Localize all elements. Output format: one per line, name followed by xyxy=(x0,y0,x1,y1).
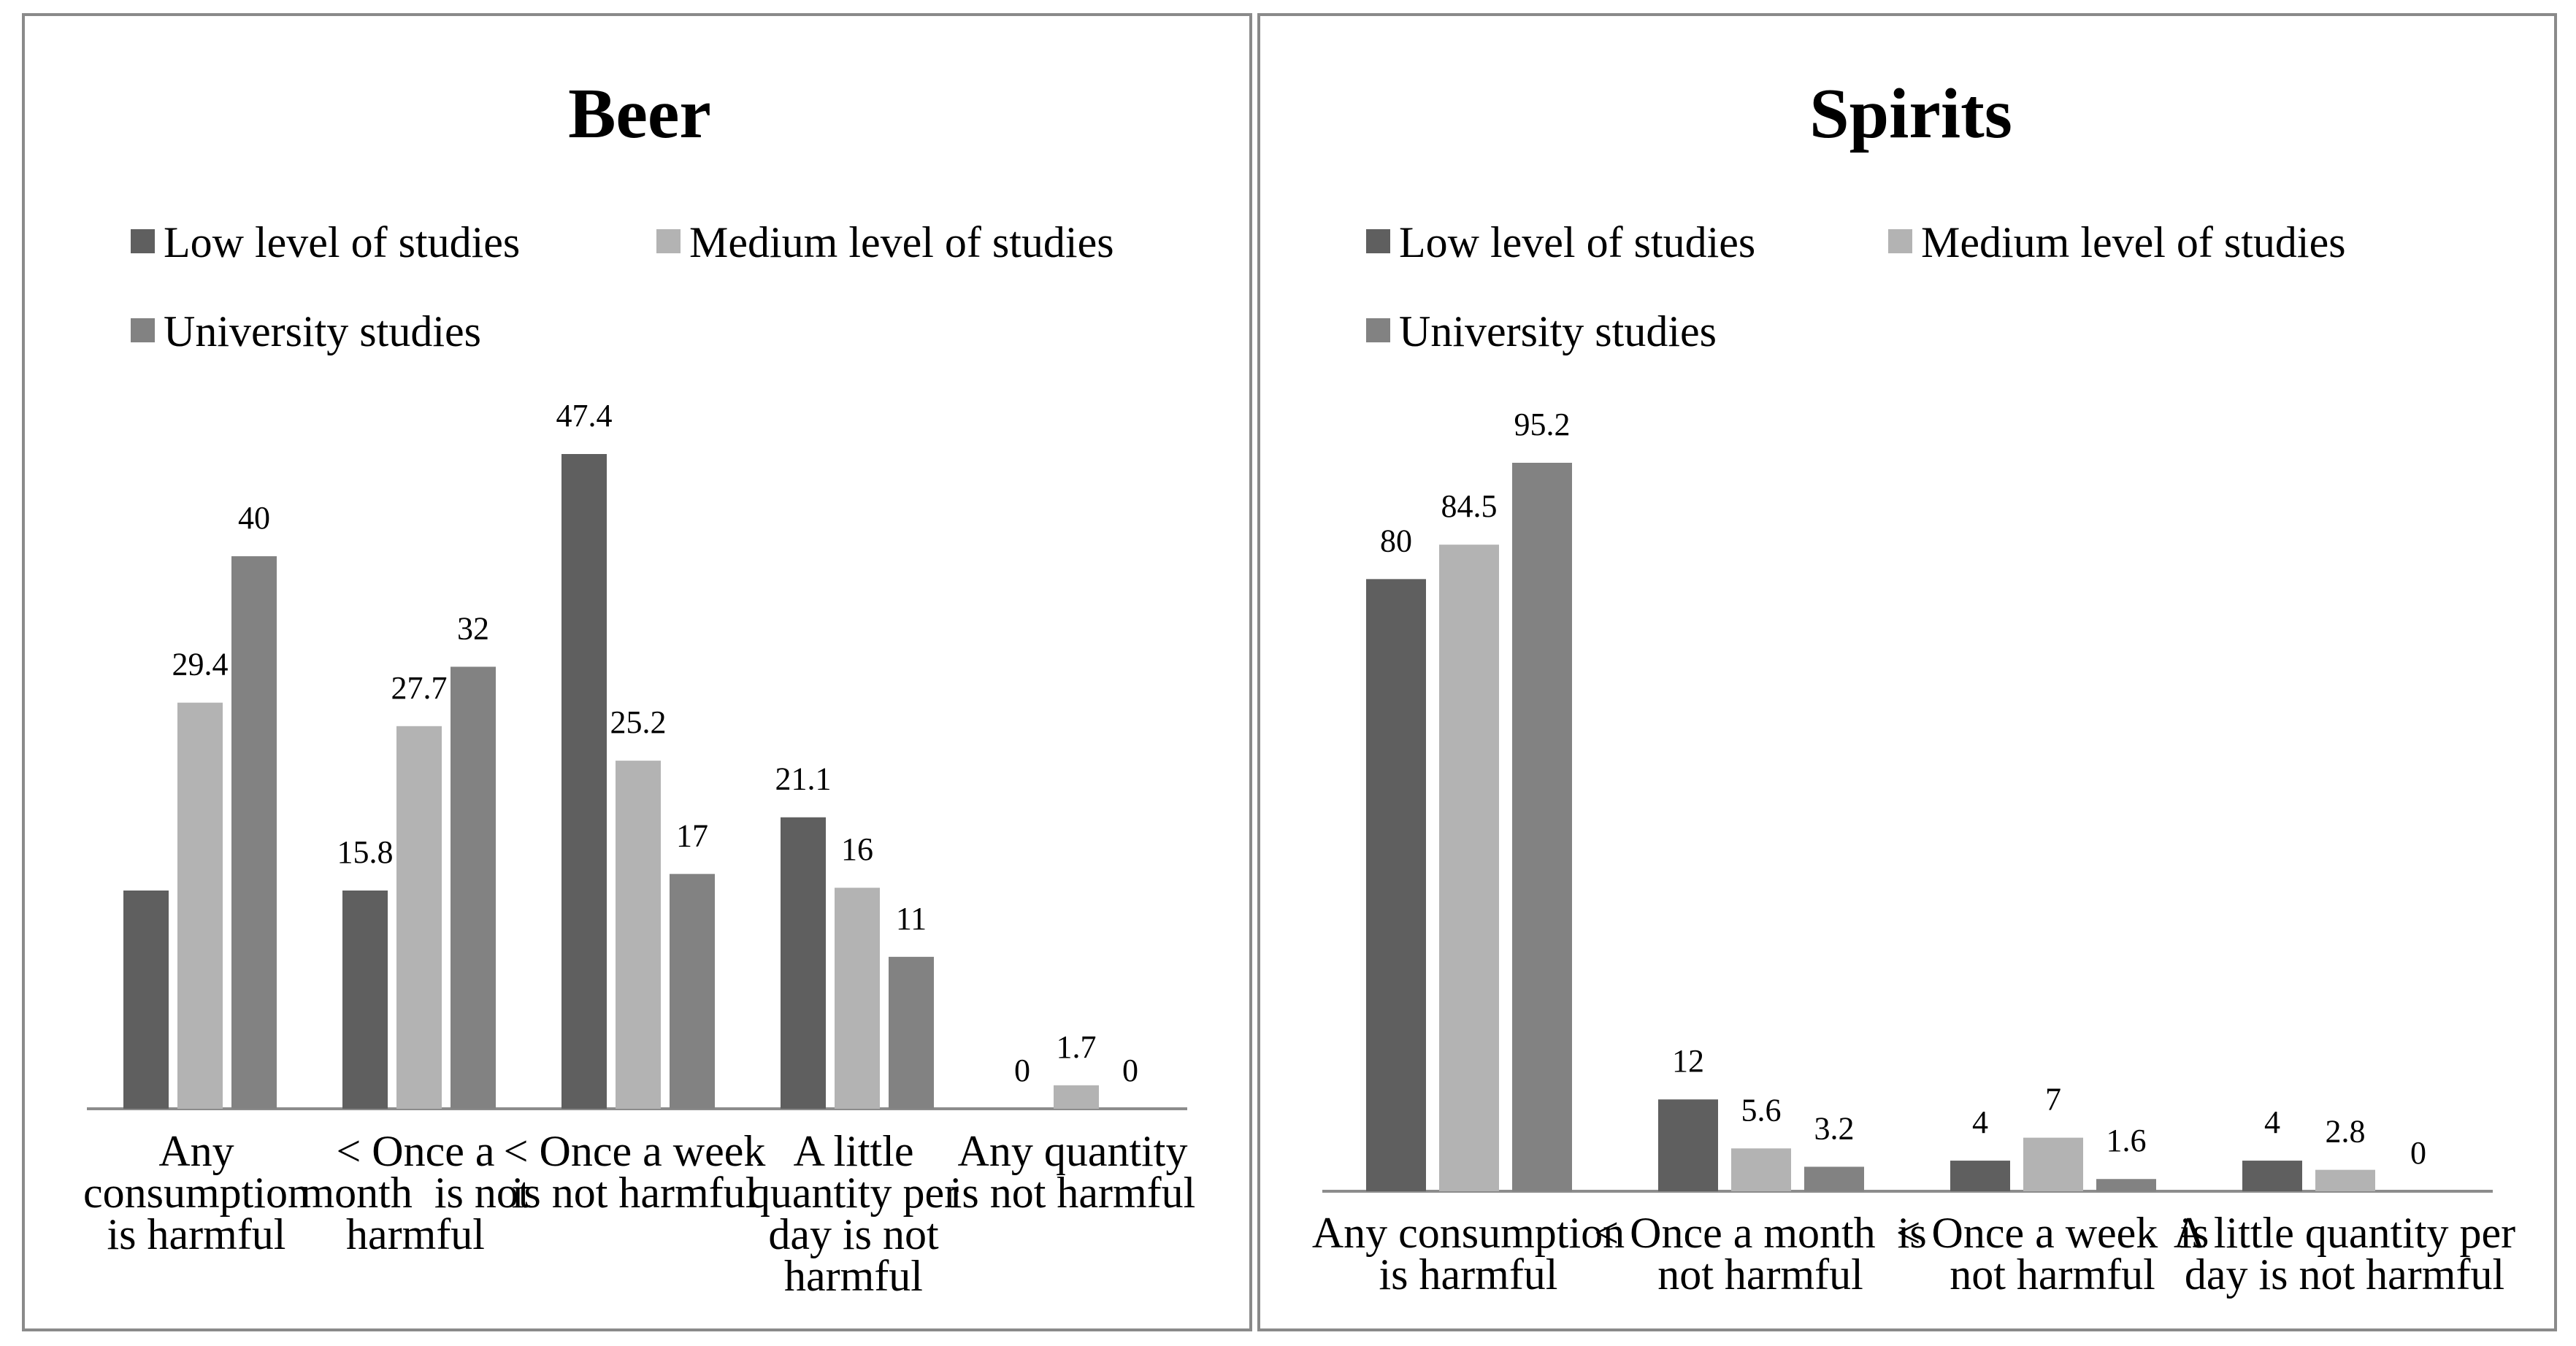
spirits-legend-swatch-2 xyxy=(1366,318,1390,342)
spirits-bar-3-1 xyxy=(2315,1169,2375,1191)
spirits-chart-panel: Spirits Low level of studies Medium level … xyxy=(1257,13,2557,1331)
beer-value-label-0-1: 29.4 xyxy=(172,647,229,682)
spirits-category-line-3-0: A little quantity per xyxy=(2174,1209,2515,1257)
beer-bar-0-1 xyxy=(177,702,223,1109)
beer-bar-3-1 xyxy=(835,888,880,1109)
spirits-category-label-2: < Once a week is not harmful xyxy=(1896,1209,2209,1299)
spirits-value-label-2-0: 4 xyxy=(1972,1104,1988,1140)
spirits-bar-0-1 xyxy=(1439,545,1499,1191)
beer-legend-label-0: Low level of studies xyxy=(164,218,520,266)
beer-bar-2-0 xyxy=(561,454,607,1109)
spirits-value-label-1-1: 5.6 xyxy=(1741,1092,1782,1128)
beer-category-line-0-0: Any xyxy=(158,1127,234,1175)
spirits-value-label-2-1: 7 xyxy=(2045,1082,2061,1118)
beer-category-line-0-2: is harmful xyxy=(107,1210,286,1258)
beer-chart-title: Beer xyxy=(568,74,711,153)
spirits-category-label-0: Any consumption is harmful xyxy=(1312,1209,1625,1299)
spirits-legend-label-2: University studies xyxy=(1399,307,1717,355)
spirits-bar-1-2 xyxy=(1804,1166,1864,1191)
spirits-value-label-0-2: 95.2 xyxy=(1514,407,1571,442)
beer-legend-swatch-1 xyxy=(656,229,681,253)
spirits-category-line-2-0: < Once a week is xyxy=(1896,1209,2209,1257)
beer-category-label-2: < Once a week is not harmful xyxy=(504,1127,766,1217)
spirits-bar-1-0 xyxy=(1658,1099,1718,1191)
beer-category-line-2-1: is not harmful xyxy=(512,1169,758,1217)
spirits-chart: Spirits Low level of studies Medium level … xyxy=(1312,74,2515,1299)
beer-category-line-3-2: day is not xyxy=(768,1210,939,1258)
spirits-category-line-2-1: not harmful xyxy=(1950,1250,2155,1299)
beer-value-label-1-0: 15.8 xyxy=(337,834,394,870)
beer-category-line-1-2: harmful xyxy=(346,1210,485,1258)
beer-value-label-4-2: 0 xyxy=(1122,1053,1138,1088)
spirits-value-label-1-0: 12 xyxy=(1672,1043,1704,1079)
spirits-bar-1-1 xyxy=(1731,1148,1791,1191)
spirits-chart-title: Spirits xyxy=(1809,74,2012,153)
spirits-bar-0-2 xyxy=(1512,463,1572,1191)
beer-chart-panel: Beer Low level of studies Medium level of … xyxy=(22,13,1252,1331)
beer-bar-2-2 xyxy=(670,874,715,1109)
beer-bar-1-0 xyxy=(342,891,388,1109)
spirits-value-label-3-0: 4 xyxy=(2264,1104,2280,1140)
spirits-value-label-0-1: 84.5 xyxy=(1441,488,1498,524)
beer-value-label-0-2: 40 xyxy=(238,500,270,536)
beer-bar-4-1 xyxy=(1054,1085,1099,1109)
beer-legend-swatch-0 xyxy=(131,229,155,253)
beer-bar-2-1 xyxy=(616,761,661,1109)
spirits-legend-swatch-1 xyxy=(1888,229,1912,253)
spirits-category-line-3-1: day is not harmful xyxy=(2185,1250,2504,1299)
beer-category-label-3: A little quantity per day is not harmful xyxy=(748,1127,959,1300)
beer-value-label-2-1: 25.2 xyxy=(610,704,667,740)
beer-legend-label-2: University studies xyxy=(164,307,481,355)
spirits-bar-2-2 xyxy=(2096,1179,2156,1191)
spirits-value-label-3-1: 2.8 xyxy=(2326,1114,2366,1150)
spirits-bar-2-1 xyxy=(2023,1137,2083,1191)
beer-bar-1-1 xyxy=(396,726,442,1109)
spirits-legend-label-0: Low level of studies xyxy=(1399,218,1755,266)
beer-value-label-3-2: 11 xyxy=(896,901,927,937)
spirits-legend-swatch-0 xyxy=(1366,229,1390,253)
beer-value-label-2-0: 47.4 xyxy=(556,398,613,434)
beer-bar-0-2 xyxy=(231,556,277,1109)
spirits-bar-2-0 xyxy=(1950,1161,2010,1191)
beer-value-label-3-1: 16 xyxy=(841,831,873,867)
beer-category-line-4-1: is not harmful xyxy=(950,1169,1196,1217)
spirits-value-label-2-2: 1.6 xyxy=(2107,1123,2147,1158)
spirits-category-line-0-1: is harmful xyxy=(1379,1250,1558,1299)
beer-legend-label-1: Medium level of studies xyxy=(689,218,1114,266)
beer-value-label-3-0: 21.1 xyxy=(775,761,832,797)
spirits-value-label-1-2: 3.2 xyxy=(1814,1110,1855,1146)
spirits-category-line-1-1: not harmful xyxy=(1657,1250,1863,1299)
spirits-category-label-3: A little quantity per day is not harmful xyxy=(2174,1209,2515,1299)
spirits-value-label-3-2: 0 xyxy=(2410,1135,2426,1171)
spirits-category-label-1: < Once a month is not harmful xyxy=(1594,1209,1926,1299)
beer-value-label-4-1: 1.7 xyxy=(1057,1029,1097,1065)
beer-category-line-2-0: < Once a week xyxy=(504,1127,766,1175)
beer-category-line-1-1: month is not xyxy=(300,1169,530,1217)
beer-value-label-4-0: 0 xyxy=(1014,1053,1030,1088)
beer-category-label-1: < Once a month is not harmful xyxy=(300,1127,530,1258)
beer-legend-swatch-2 xyxy=(131,318,155,342)
spirits-bar-0-0 xyxy=(1366,579,1426,1191)
beer-category-line-0-1: consumption xyxy=(83,1169,310,1217)
beer-value-label-1-2: 32 xyxy=(457,610,489,646)
beer-value-label-2-2: 17 xyxy=(676,818,708,853)
beer-chart: Beer Low level of studies Medium level of … xyxy=(83,74,1196,1300)
spirits-bar-3-0 xyxy=(2242,1161,2302,1191)
beer-category-line-4-0: Any quantity xyxy=(958,1127,1188,1175)
beer-bar-0-0 xyxy=(123,891,169,1109)
beer-category-line-1-0: < Once a xyxy=(336,1127,494,1175)
beer-category-line-3-1: quantity per xyxy=(748,1169,959,1217)
beer-category-line-3-0: A little xyxy=(794,1127,914,1175)
spirits-category-line-0-0: Any consumption xyxy=(1312,1209,1625,1257)
beer-bar-3-2 xyxy=(889,956,934,1109)
spirits-value-label-0-0: 80 xyxy=(1380,523,1412,558)
beer-category-label-0: Any consumption is harmful xyxy=(83,1127,310,1258)
beer-value-label-1-1: 27.7 xyxy=(391,670,448,706)
spirits-legend-label-1: Medium level of studies xyxy=(1921,218,2346,266)
beer-bar-1-2 xyxy=(451,666,496,1109)
spirits-category-line-1-0: < Once a month is xyxy=(1594,1209,1926,1257)
beer-category-line-3-3: harmful xyxy=(784,1252,923,1300)
beer-bar-3-0 xyxy=(781,817,826,1109)
beer-category-label-4: Any quantity is not harmful xyxy=(950,1127,1196,1217)
